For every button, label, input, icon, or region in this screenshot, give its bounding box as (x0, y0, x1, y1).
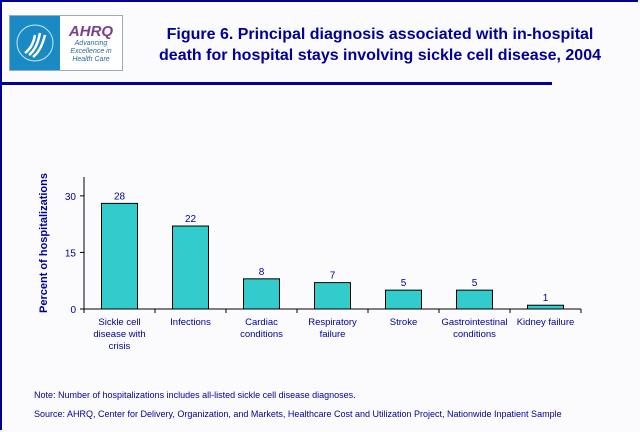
bar-1 (101, 202, 138, 310)
x-tick-label: Cardiac (245, 317, 278, 328)
x-tick-label: Kidney failure (517, 317, 575, 328)
x-tick-label: Respiratory (308, 317, 357, 328)
y-tick-label: 30 (65, 192, 77, 203)
y-tick-label: 0 (70, 305, 76, 316)
x-tick-label: crisis (109, 341, 131, 352)
x-tick-label: disease with (93, 329, 145, 340)
data-label: 8 (259, 267, 265, 278)
x-tick-label: Sickle cell (98, 317, 140, 328)
page-title: Figure 6. Principal diagnosis associated… (130, 24, 630, 66)
data-label: 5 (401, 278, 407, 289)
bar-2 (172, 225, 209, 310)
data-label: 5 (472, 278, 478, 289)
logo-tagline: Advancing Excellence in Health Care (70, 39, 112, 63)
footnote: Note: Number of hospitalizations include… (34, 390, 356, 400)
source-note: Source: AHRQ, Center for Delivery, Organ… (34, 409, 562, 419)
bar-7 (527, 304, 564, 310)
x-tick-label: Gastrointestinal (441, 317, 507, 328)
bar-3 (243, 278, 280, 310)
ahrq-logo: AHRQ Advancing Excellence in Health Care (9, 15, 123, 71)
logo-text: AHRQ (68, 22, 114, 40)
bar-5 (385, 289, 422, 310)
x-tick-label: Infections (170, 317, 211, 328)
title-line-2: death for hospital stays involving sickl… (159, 47, 601, 64)
data-label: 7 (330, 271, 336, 282)
y-axis-label: Percent of hospitalizations (38, 173, 50, 313)
data-label: 22 (185, 214, 197, 225)
title-divider (2, 82, 552, 85)
hhs-eagle-icon (10, 16, 60, 70)
data-label: 1 (543, 293, 549, 304)
x-tick-label: Stroke (390, 317, 417, 328)
x-tick-label: conditions (453, 329, 496, 340)
y-tick-label: 15 (65, 248, 77, 259)
title-line-1: Figure 6. Principal diagnosis associated… (166, 26, 594, 43)
data-label: 28 (114, 191, 126, 202)
bar-6 (456, 289, 493, 310)
x-tick-label: failure (320, 329, 346, 340)
x-tick-label: conditions (240, 329, 283, 340)
bar-4 (314, 282, 351, 310)
